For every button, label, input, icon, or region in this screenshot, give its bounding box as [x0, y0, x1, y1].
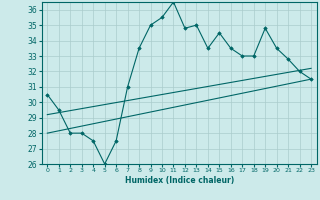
X-axis label: Humidex (Indice chaleur): Humidex (Indice chaleur)	[124, 176, 234, 185]
